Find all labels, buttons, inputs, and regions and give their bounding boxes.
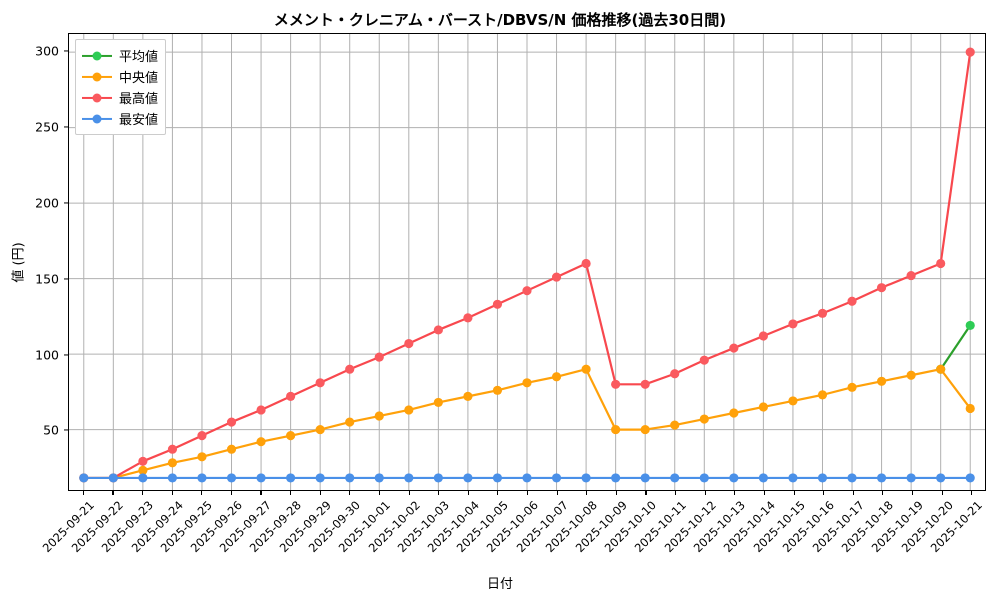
x-tick-mark [763, 491, 765, 495]
x-tick-mark [734, 491, 736, 495]
series-最安値 [79, 473, 975, 483]
x-tick-mark [586, 491, 588, 495]
chart-title: メメント・クレニアム・バースト/DBVS/N 価格推移(過去30日間) [273, 11, 727, 29]
series-中央値 [79, 364, 975, 483]
x-tick-mark [171, 491, 173, 495]
x-tick-mark [112, 491, 114, 495]
y-tick-label: 50 [43, 422, 59, 438]
legend-marker-icon [82, 49, 112, 63]
x-tick-mark [378, 491, 381, 495]
x-tick-mark [201, 491, 203, 495]
legend-item-最安値[interactable]: 最安値 [82, 108, 158, 129]
y-tick-label: 100 [35, 347, 59, 362]
x-tick-mark [142, 491, 144, 495]
x-tick-mark [319, 491, 321, 495]
chart-legend: 平均値中央値最高値最安値 [75, 39, 167, 135]
x-tick-mark [793, 491, 795, 495]
data-series-layer [79, 47, 975, 483]
x-tick-mark [823, 491, 825, 495]
x-axis-label: 日付 [486, 577, 513, 592]
y-tick-mark [64, 50, 68, 52]
legend-label: 最高値 [119, 92, 159, 107]
legend-item-中央値[interactable]: 中央値 [82, 66, 158, 87]
y-tick-label: 200 [35, 195, 59, 211]
x-tick-mark [911, 491, 914, 495]
x-tick-mark [82, 491, 84, 495]
y-tick-label: 150 [35, 271, 59, 287]
x-tick-mark [290, 491, 292, 495]
x-tick-mark [467, 491, 469, 495]
x-tick-mark [408, 491, 410, 495]
x-axis: 2025-09-21 2025-09-22 2025-09-23 2025-09-24… [40, 491, 986, 571]
series-最高値 [79, 47, 975, 483]
x-tick-mark [527, 491, 529, 495]
x-tick-mark [645, 491, 647, 495]
y-axis: 50 100 150 200 250 300 [0, 33, 68, 491]
x-tick-mark [556, 491, 558, 495]
y-tick-mark [64, 126, 68, 128]
y-tick-mark [64, 429, 68, 431]
x-tick-mark [615, 491, 617, 495]
grid-lines [69, 34, 985, 490]
x-tick-mark [230, 491, 232, 495]
legend-label: 中央値 [119, 71, 159, 86]
x-tick-mark [852, 491, 854, 495]
x-tick-mark [941, 491, 943, 495]
y-tick-label: 250 [35, 119, 59, 135]
x-tick-mark [882, 491, 884, 495]
x-tick-mark [497, 491, 499, 495]
x-tick-mark [675, 491, 677, 495]
x-tick-mark [438, 491, 440, 495]
plot-area [68, 33, 986, 491]
legend-item-最高値[interactable]: 最高値 [82, 87, 158, 108]
legend-label: 最安値 [119, 113, 159, 128]
x-tick-mark [260, 491, 262, 495]
y-tick-mark [64, 278, 68, 280]
y-tick-label: 300 [35, 43, 59, 59]
x-tick-mark [349, 491, 351, 495]
x-tick-mark [704, 491, 706, 495]
legend-label: 平均値 [119, 50, 159, 65]
legend-marker-icon [82, 70, 112, 84]
legend-item-平均値[interactable]: 平均値 [82, 45, 158, 66]
legend-marker-icon [82, 112, 112, 126]
y-tick-mark [64, 353, 68, 356]
x-tick-mark [971, 491, 973, 495]
y-tick-mark [64, 202, 68, 204]
legend-marker-icon [82, 91, 112, 105]
